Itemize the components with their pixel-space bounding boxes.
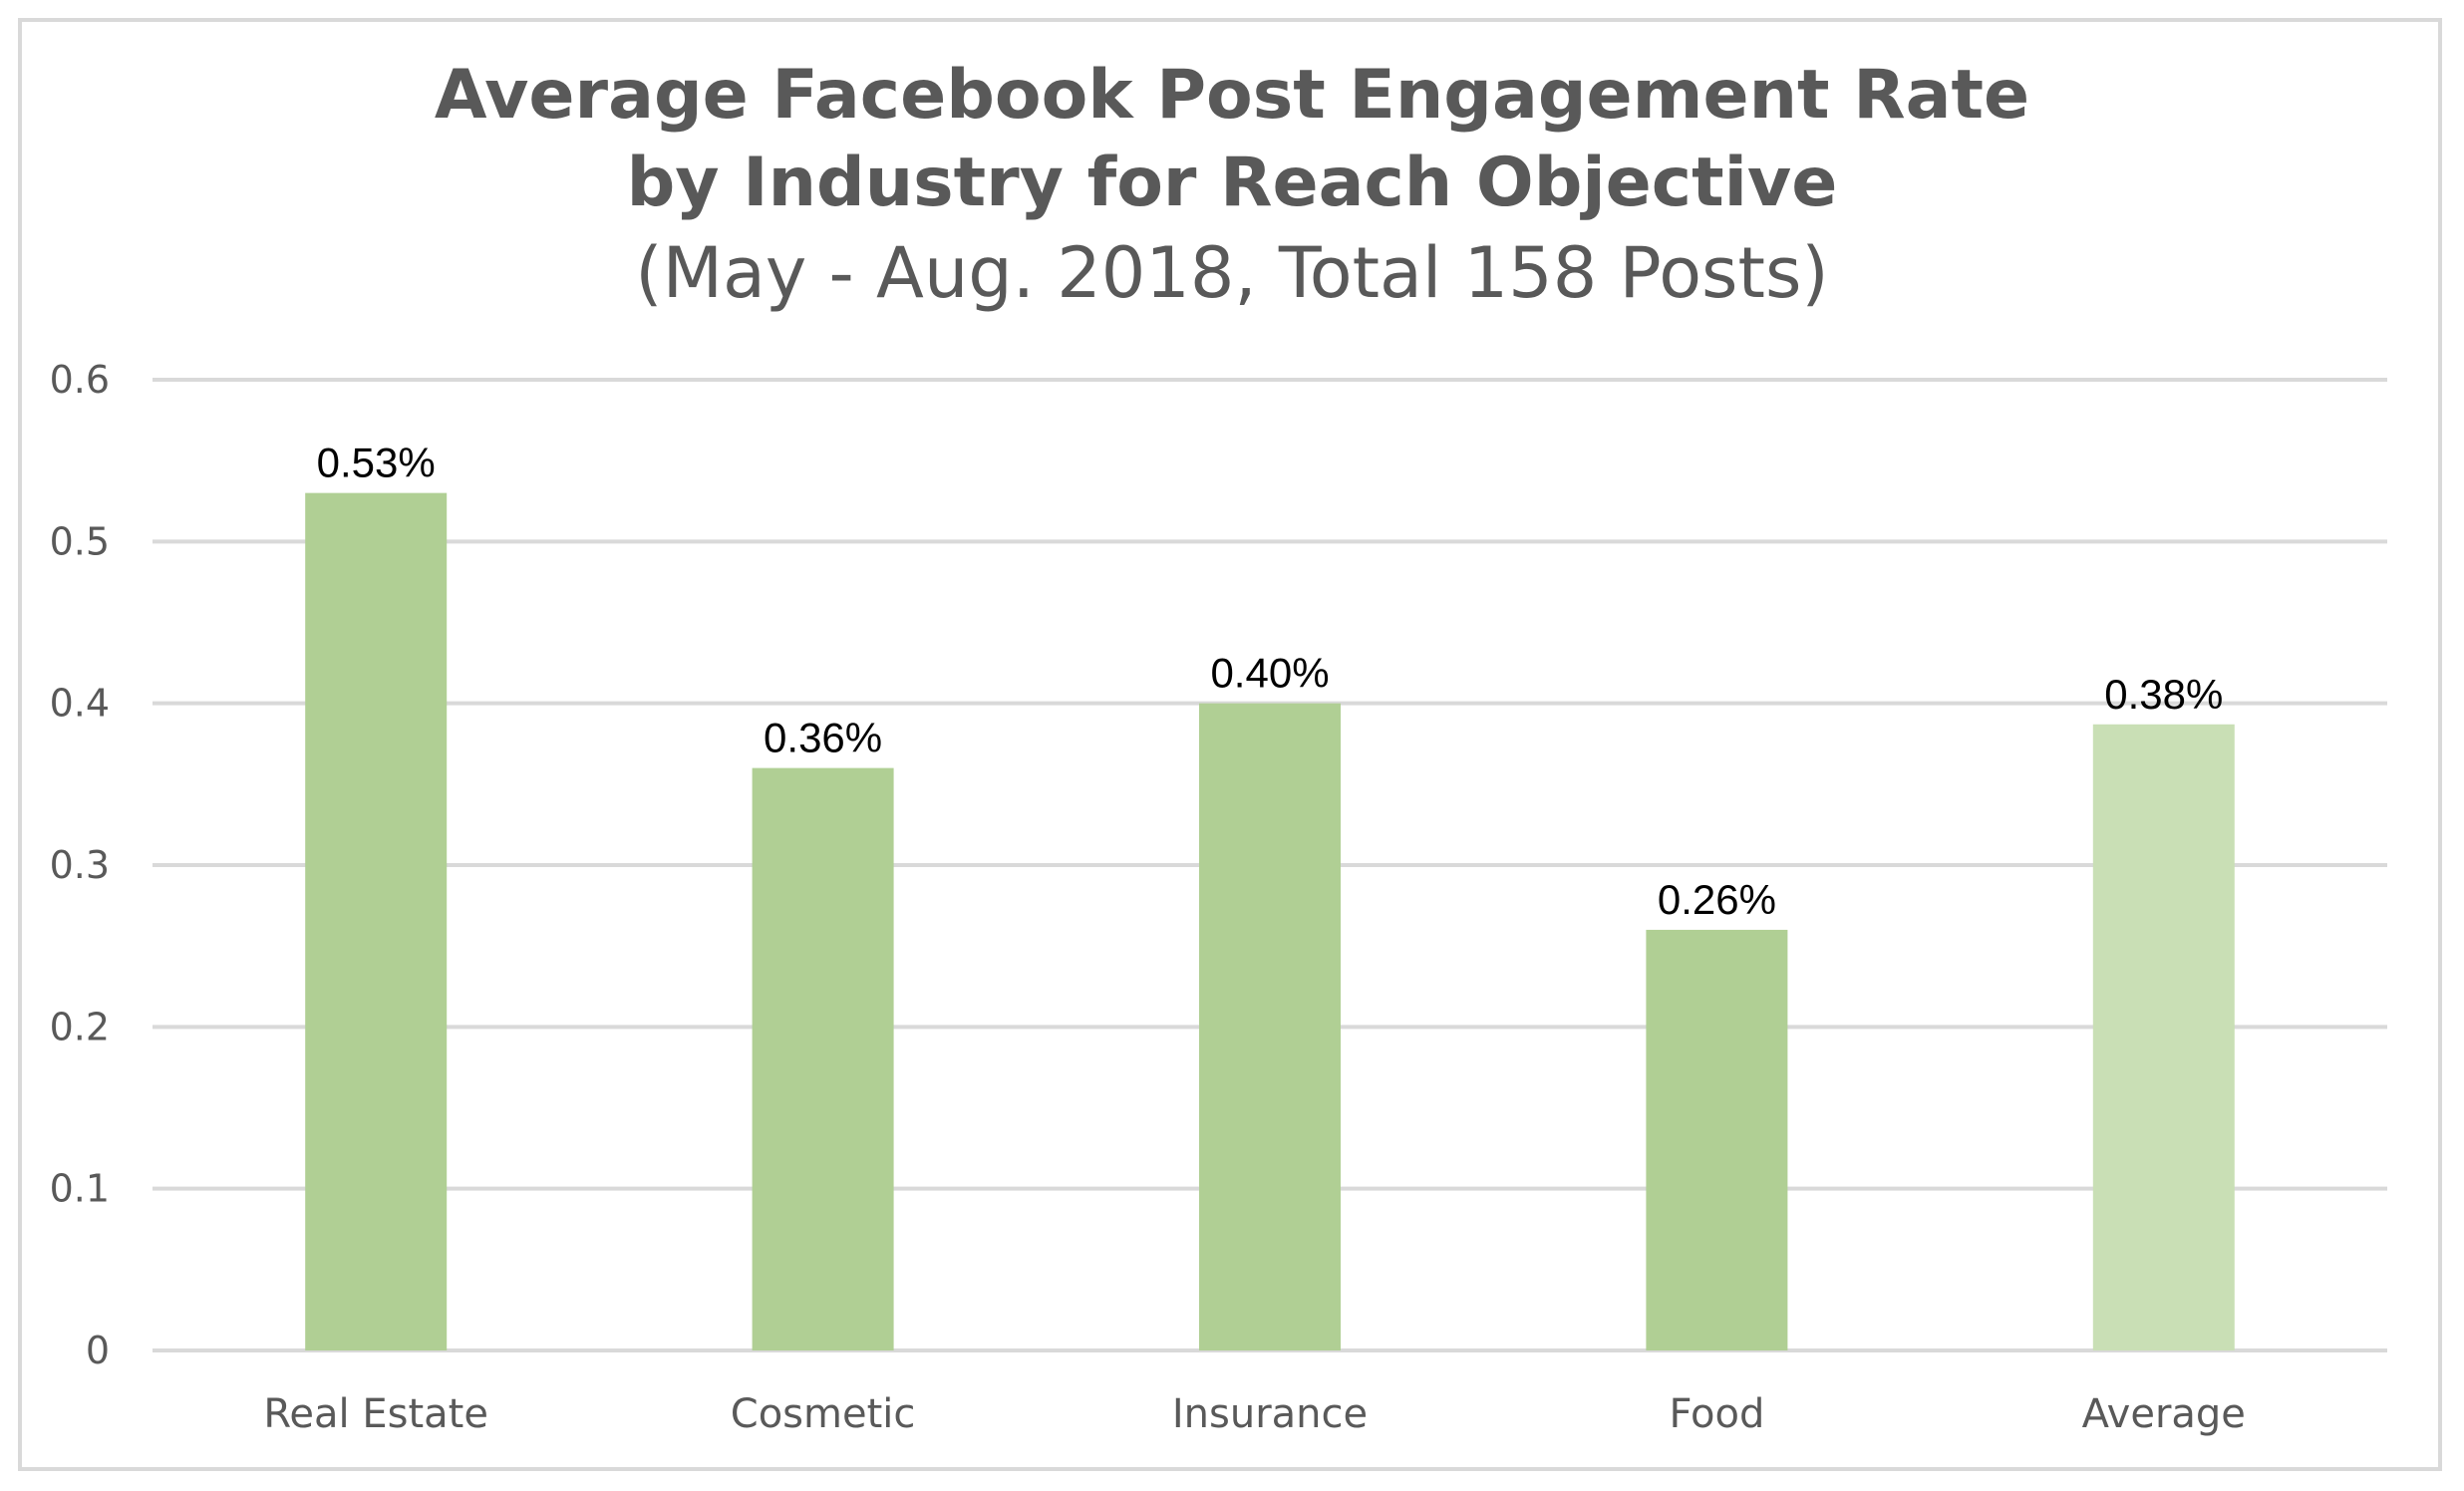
y-tick-label: 0.1 [50, 1167, 110, 1211]
y-tick-label: 0.2 [50, 1005, 110, 1048]
bar [305, 492, 448, 1351]
data-label: 0.40% [1210, 650, 1329, 697]
chart-title-line-2: by Industry for Reach Objective [626, 144, 1838, 222]
x-category-label: Food [1669, 1391, 1764, 1437]
y-tick-label: 0.5 [50, 519, 110, 563]
chart-subtitle: (May - Aug. 2018, Total 158 Posts) [635, 232, 1829, 314]
x-category-label: Insurance [1172, 1391, 1368, 1437]
y-tick-label: 0.4 [50, 682, 110, 726]
y-tick-label: 0.3 [50, 843, 110, 887]
x-category-label: Real Estate [263, 1391, 488, 1437]
y-tick-label: 0 [86, 1329, 110, 1372]
x-category-label: Average [2082, 1391, 2246, 1437]
data-label: 0.26% [1658, 876, 1776, 923]
bar [1199, 703, 1341, 1350]
data-label: 0.38% [2104, 671, 2223, 718]
bar [2092, 724, 2235, 1350]
bar [752, 767, 894, 1350]
y-tick-label: 0.6 [50, 358, 110, 402]
data-label: 0.53% [317, 440, 436, 486]
chart-title-block: Average Facebook Post Engagement Rate by… [0, 52, 2464, 319]
bar [1646, 929, 1788, 1350]
x-category-label: Cosmetic [731, 1391, 916, 1437]
data-label: 0.36% [764, 715, 882, 761]
chart-title-line-1: Average Facebook Post Engagement Rate [434, 56, 2030, 135]
